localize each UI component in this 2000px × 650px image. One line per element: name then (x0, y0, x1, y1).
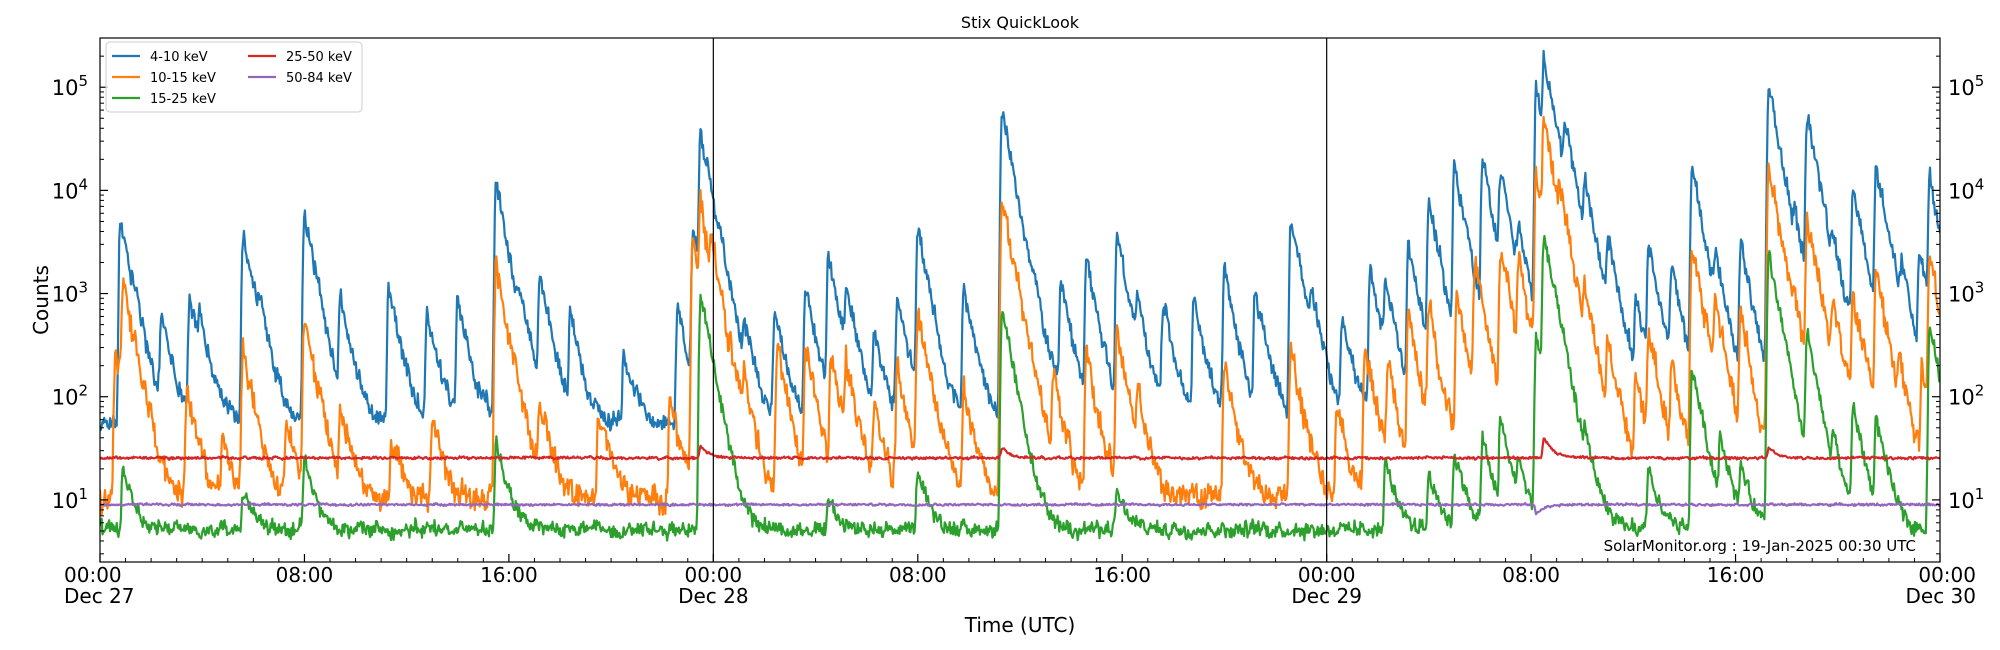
watermark-annotation: SolarMonitor.org : 19-Jan-2025 00:30 UTC (1604, 537, 1916, 555)
series-line-25-50-keV (100, 437, 1940, 461)
day-separators (712, 38, 1328, 562)
x-tick-label-time: 08:00 (1502, 563, 1560, 587)
legend-label: 15-25 keV (150, 92, 216, 107)
y-tick-label-right: 103 (1948, 279, 1984, 307)
y-tick-label-left: 105 (52, 72, 88, 100)
x-tick-label-time: 16:00 (1093, 563, 1151, 587)
y-tick-label-right: 105 (1948, 72, 1984, 100)
series-line-15-25-keV (100, 234, 1940, 542)
legend-box (105, 41, 363, 113)
x-tick-label-time: 16:00 (480, 563, 538, 587)
legend-label: 10-15 keV (150, 71, 216, 86)
x-tick-label-time: 00:00 (685, 563, 743, 587)
series-layer (100, 49, 1940, 542)
series-line-10-15-keV (100, 115, 1940, 516)
y-tick-label-left: 102 (52, 382, 88, 410)
y-axis-ticks: 101 101 102 102 103 103 104 104 105 105 (52, 37, 1984, 555)
plot-frame (99, 37, 1941, 563)
y-tick-label-right: 101 (1948, 485, 1984, 513)
x-tick-label-time: 16:00 (1707, 563, 1765, 587)
series-line-4-10-keV (100, 49, 1940, 432)
x-tick-label-time: 00:00 (1918, 563, 1976, 587)
y-tick-label-left: 104 (52, 175, 88, 203)
x-axis-label: Time (UTC) (964, 613, 1076, 637)
y-axis-label: Counts (29, 265, 53, 335)
x-tick-label-time: 00:00 (1298, 563, 1356, 587)
x-tick-label-time: 08:00 (889, 563, 947, 587)
x-tick-label-time: 00:00 (64, 563, 122, 587)
legend-label: 50-84 keV (286, 71, 352, 86)
x-tick-label-date: Dec 28 (678, 584, 749, 608)
series-line-50-84-keV (100, 502, 1940, 516)
x-tick-label-date: Dec 30 (1905, 584, 1976, 608)
x-tick-label-time: 08:00 (276, 563, 334, 587)
x-tick-label-date: Dec 29 (1291, 584, 1362, 608)
y-tick-label-left: 103 (52, 279, 88, 307)
y-tick-label-right: 104 (1948, 175, 1984, 203)
legend: 4-10 keV 10-15 keV 15-25 keV 25-50 keV 50-84… (105, 41, 363, 113)
y-tick-label-right: 102 (1948, 382, 1984, 410)
y-tick-label-left: 101 (52, 485, 88, 513)
legend-label: 4-10 keV (150, 50, 208, 65)
legend-label: 25-50 keV (286, 50, 352, 65)
chart-title: Stix QuickLook (961, 13, 1080, 32)
x-tick-label-date: Dec 27 (64, 584, 135, 608)
